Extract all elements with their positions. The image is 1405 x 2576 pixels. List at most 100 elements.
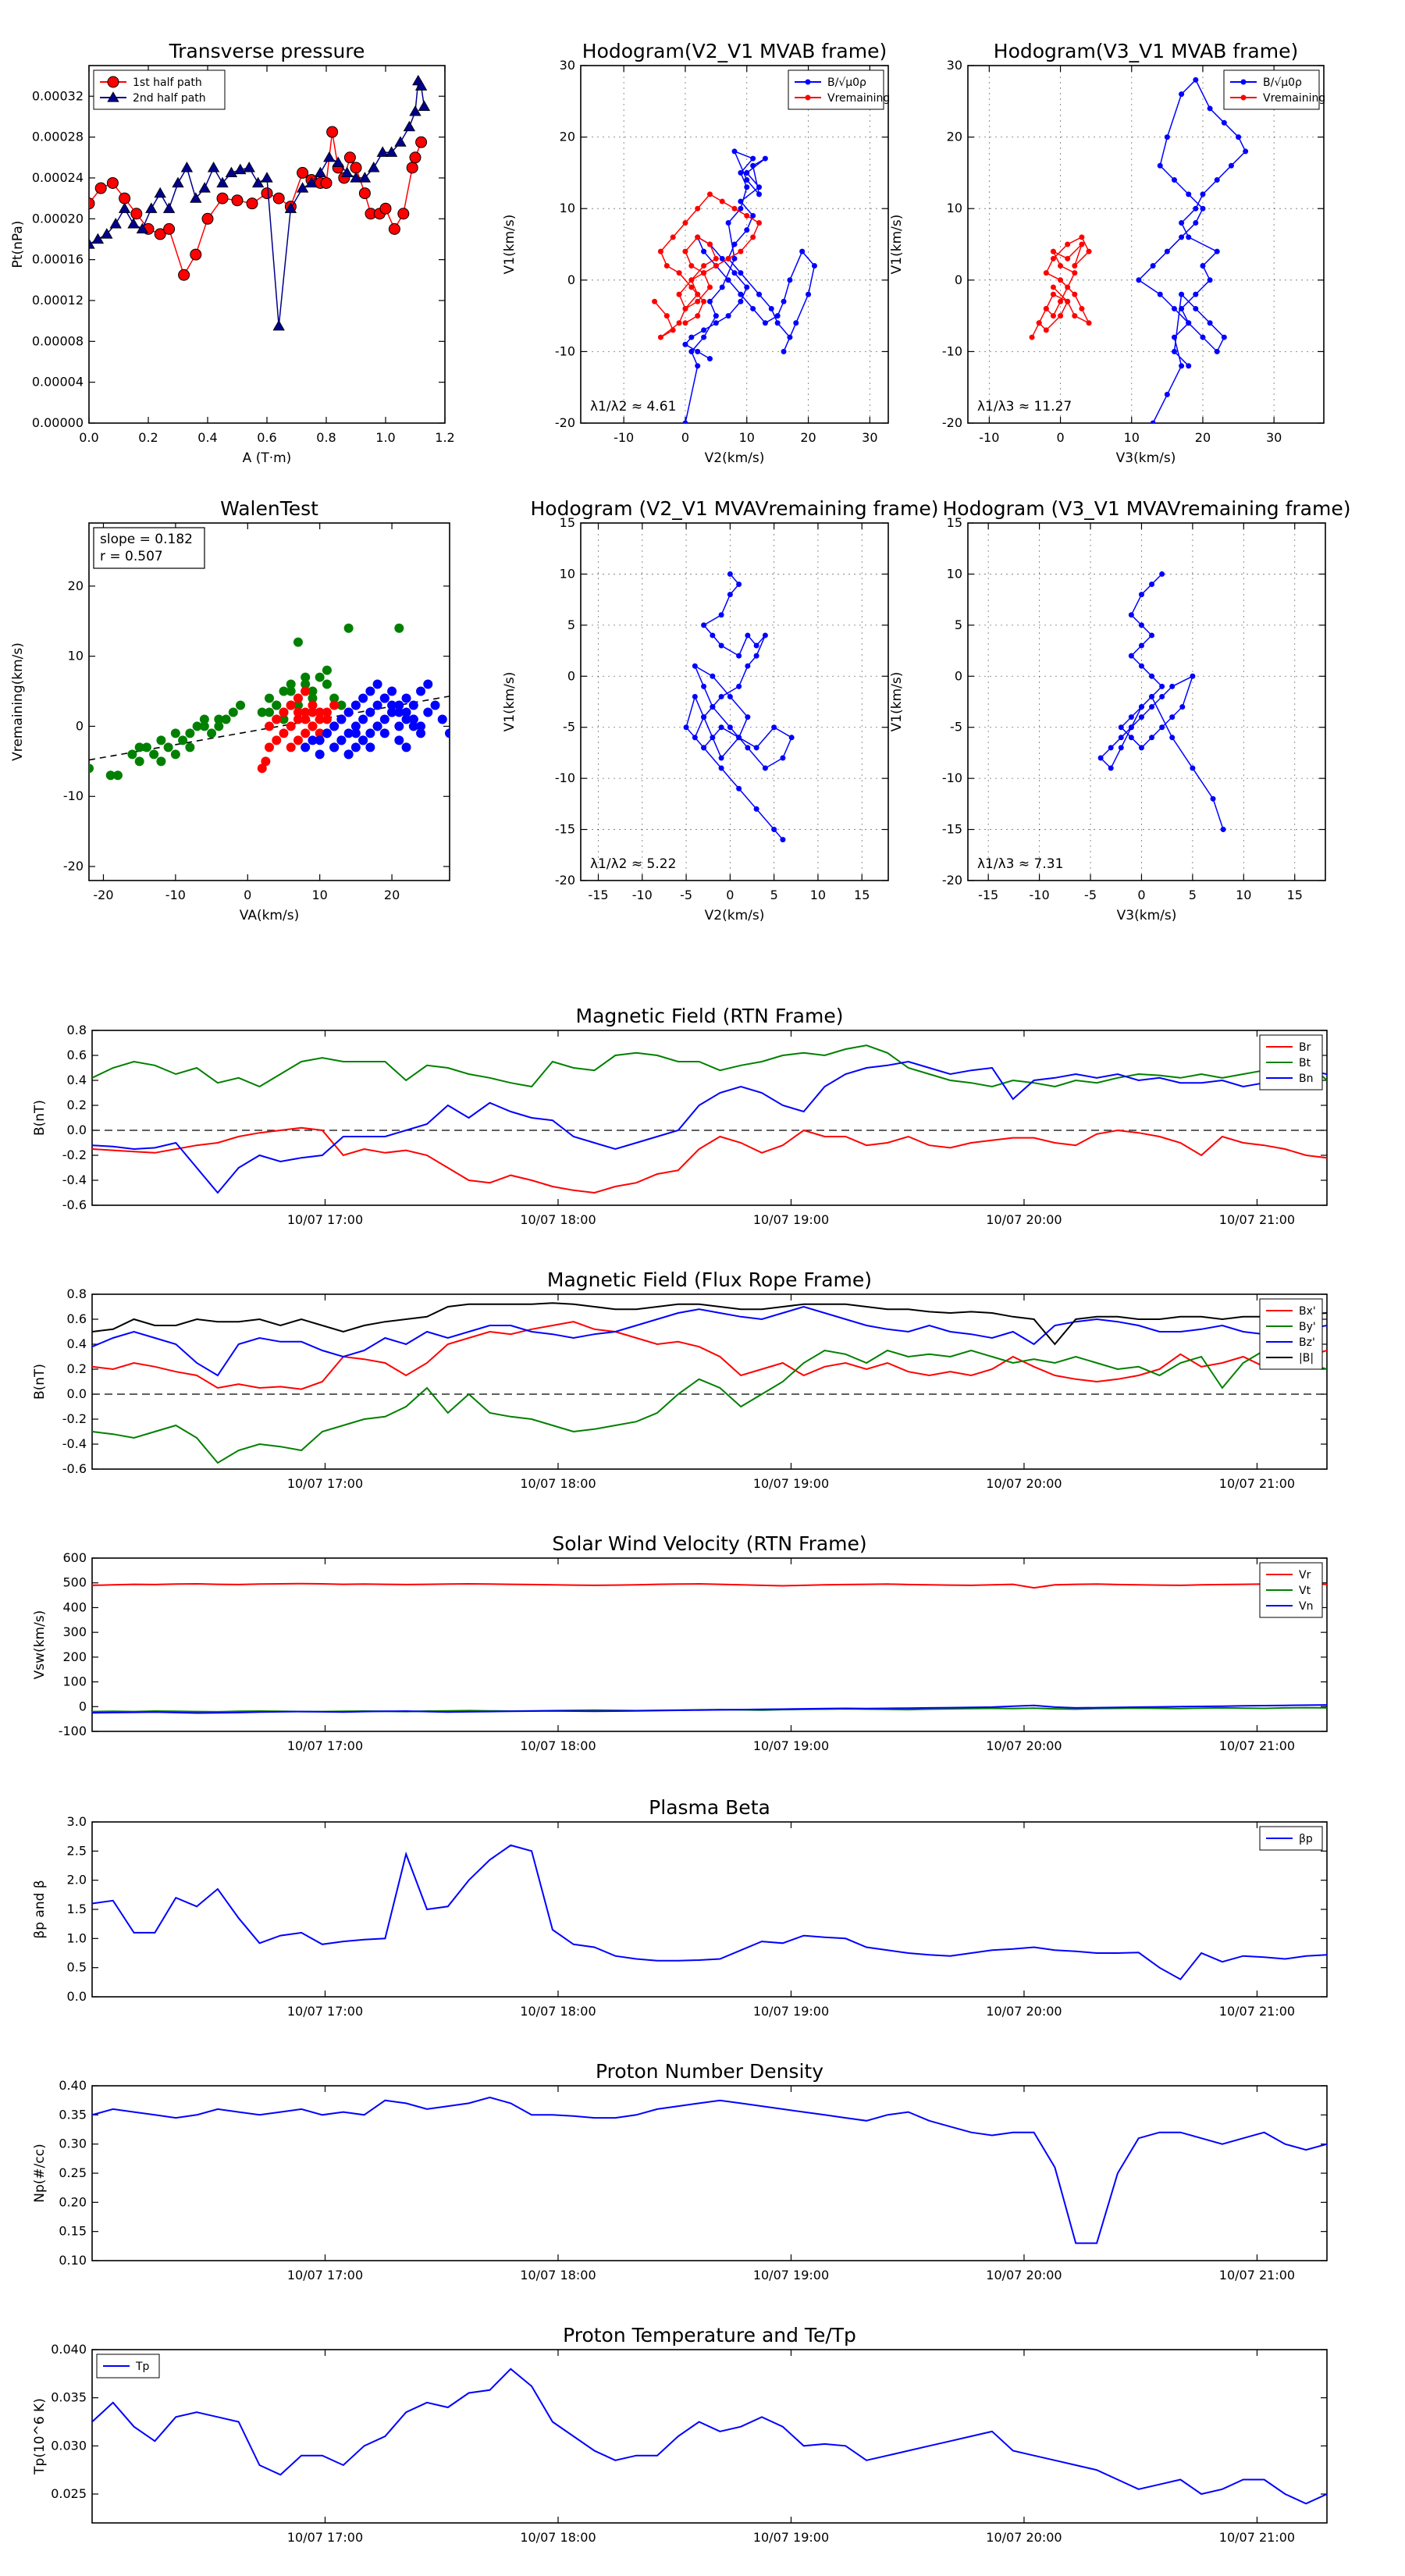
data-point — [695, 363, 701, 369]
data-point — [214, 721, 224, 731]
data-point — [1029, 334, 1035, 340]
data-point — [793, 320, 799, 326]
data-point — [293, 707, 303, 717]
plot-contents — [652, 148, 817, 423]
data-point — [780, 755, 786, 761]
y-tick-label: -20 — [63, 859, 84, 873]
x-tick-label: 10/07 21:00 — [1219, 2004, 1295, 2019]
chart-title: Magnetic Field (Flux Rope Frame) — [547, 1268, 872, 1291]
chart-h1: -10 0 10 20 30 -20 -10 0 10 20 30 Hodogram(V2_V1 MV… — [502, 40, 890, 466]
data-point — [286, 742, 296, 753]
data-point — [1221, 334, 1227, 340]
legend: βp — [1259, 1826, 1323, 1851]
data-point — [394, 721, 404, 731]
y-tick-label: -15 — [555, 822, 575, 837]
data-point — [178, 735, 188, 745]
data-point — [379, 728, 389, 738]
data-point — [695, 313, 701, 319]
x-tick-label: 10/07 17:00 — [287, 1476, 363, 1491]
plot-area — [91, 2085, 1328, 2261]
y-tick-label: 0.35 — [59, 2107, 87, 2122]
x-axis-label: A (T·m) — [243, 450, 292, 466]
plot-area — [91, 1557, 1328, 1732]
data-point — [350, 728, 361, 738]
data-point — [750, 212, 756, 219]
data-point — [1072, 313, 1078, 319]
data-point — [1058, 277, 1064, 283]
x-tick-label: 10/07 19:00 — [753, 2004, 829, 2019]
data-point — [1186, 234, 1192, 240]
data-point — [416, 686, 426, 696]
data-point — [1157, 291, 1163, 297]
data-point — [127, 749, 137, 760]
data-point — [1220, 827, 1226, 833]
x-tick-label: 10/07 21:00 — [1219, 2530, 1295, 2545]
y-tick-label: 5 — [567, 617, 575, 632]
data-point — [1118, 724, 1124, 731]
y-tick-label: -5 — [950, 720, 962, 735]
data-point — [163, 222, 176, 235]
data-point — [695, 291, 701, 297]
series-|B| — [92, 1302, 1327, 1346]
y-tick-label: 0.00028 — [32, 130, 84, 144]
y-axis-label: Vremaining(km/s) — [10, 642, 26, 761]
data-point — [1169, 683, 1176, 689]
data-point — [1179, 291, 1185, 297]
data-point — [170, 749, 180, 760]
data-point — [445, 728, 450, 738]
data-point — [1228, 162, 1234, 169]
data-point — [1086, 320, 1092, 326]
eigenvalue-ratio: λ1/λ2 ≈ 5.22 — [590, 856, 676, 872]
y-tick-label: -15 — [942, 822, 962, 837]
series-Vremaining — [652, 191, 763, 340]
data-point — [713, 313, 719, 319]
data-point — [718, 765, 724, 771]
data-point — [695, 298, 701, 304]
y-tick-label: -20 — [942, 873, 962, 888]
x-tick-label: 10/07 18:00 — [520, 2004, 596, 2019]
data-point — [756, 291, 763, 297]
y-tick-label: 0.00000 — [32, 415, 84, 430]
series-1 — [257, 686, 361, 774]
x-tick-label: -5 — [1084, 888, 1097, 902]
x-tick-label: 10/07 17:00 — [287, 2530, 363, 2545]
data-point — [130, 208, 143, 220]
data-point — [1171, 348, 1177, 354]
data-point — [682, 220, 688, 226]
x-tick-label: 10/07 18:00 — [520, 1476, 596, 1491]
chart-vsw: 10/07 17:00 10/07 18:00 10/07 19:00 10/07 2… — [32, 1532, 1328, 1753]
data-point — [1050, 248, 1056, 254]
data-point — [683, 724, 689, 731]
y-tick-label: 10 — [68, 649, 84, 664]
data-point — [1207, 105, 1213, 112]
legend: Br Bt Bn — [1259, 1034, 1323, 1091]
data-point — [701, 262, 707, 269]
series-0 — [92, 2096, 1327, 2244]
legend: B/√μ0ρ Vremaining — [1223, 69, 1325, 110]
data-point — [423, 679, 433, 689]
chart-b_rtn: 10/07 17:00 10/07 18:00 10/07 19:00 10/07 2… — [32, 1005, 1328, 1227]
y-tick-label: 5 — [955, 617, 962, 632]
y-tick-label: 30 — [560, 58, 575, 73]
x-tick-label: 10/07 19:00 — [753, 1212, 829, 1227]
series-line — [92, 1305, 1327, 1377]
data-point — [1043, 305, 1049, 311]
data-point — [753, 806, 759, 812]
data-point — [308, 693, 318, 703]
plot-area — [91, 1030, 1328, 1206]
data-point — [670, 327, 676, 333]
legend-label: Bz' — [1299, 1336, 1315, 1349]
data-point — [365, 728, 375, 738]
data-point — [89, 763, 94, 774]
data-point — [1193, 291, 1199, 297]
plot-area — [91, 2349, 1328, 2524]
data-point — [710, 632, 716, 639]
data-point — [134, 756, 144, 767]
data-point — [706, 241, 713, 247]
data-point — [387, 700, 397, 710]
x-tick-label: -20 — [93, 888, 113, 902]
data-point — [387, 707, 397, 717]
legend: B/√μ0ρ Vremaining — [788, 69, 890, 110]
y-tick-label: 0.0 — [67, 1386, 87, 1401]
data-point — [1118, 735, 1124, 741]
